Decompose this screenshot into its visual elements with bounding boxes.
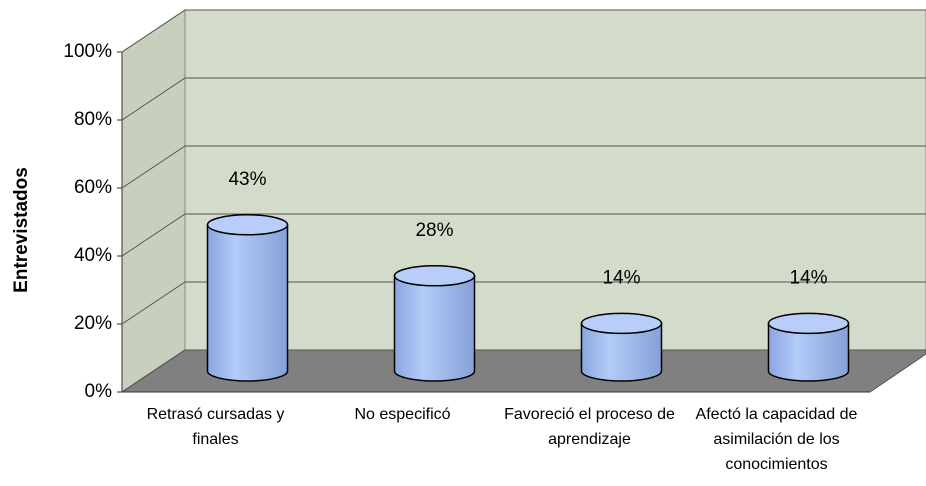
bar-top xyxy=(206,214,289,236)
side-wall xyxy=(121,9,186,393)
y-tick-label: 0% xyxy=(85,381,113,402)
y-tick-label: 100% xyxy=(63,41,112,62)
back-wall xyxy=(184,9,926,351)
x-tick-label: Afectó la capacidad de asimilación de lo… xyxy=(695,406,858,473)
bar-body xyxy=(580,322,663,382)
y-tick-label: 40% xyxy=(74,245,112,266)
data-label: 14% xyxy=(602,267,640,288)
bar-top xyxy=(580,312,663,335)
data-label: 43% xyxy=(228,169,266,190)
data-label: 14% xyxy=(789,267,827,288)
data-label: 28% xyxy=(415,220,453,241)
bar-body xyxy=(767,322,850,382)
grid-line xyxy=(121,281,926,325)
bar-body xyxy=(393,275,476,382)
bar-body xyxy=(206,224,289,382)
x-tick-label: No especificó xyxy=(354,406,451,423)
x-tick-label: Favoreció el proceso de aprendizaje xyxy=(504,406,675,448)
grid-line xyxy=(121,213,926,257)
grid-line xyxy=(121,77,926,121)
x-tick-label: Retrasó cursadas y finales xyxy=(146,406,285,448)
grid-line xyxy=(121,145,926,189)
bar-top xyxy=(767,312,850,335)
y-axis-label: Entrevistados xyxy=(11,167,32,293)
grid-line xyxy=(121,9,926,53)
y-tick-label: 80% xyxy=(74,109,112,130)
y-tick-label: 20% xyxy=(74,313,112,334)
bar-top xyxy=(393,265,476,287)
grid-line xyxy=(121,349,926,393)
y-tick-label: 60% xyxy=(74,177,112,198)
